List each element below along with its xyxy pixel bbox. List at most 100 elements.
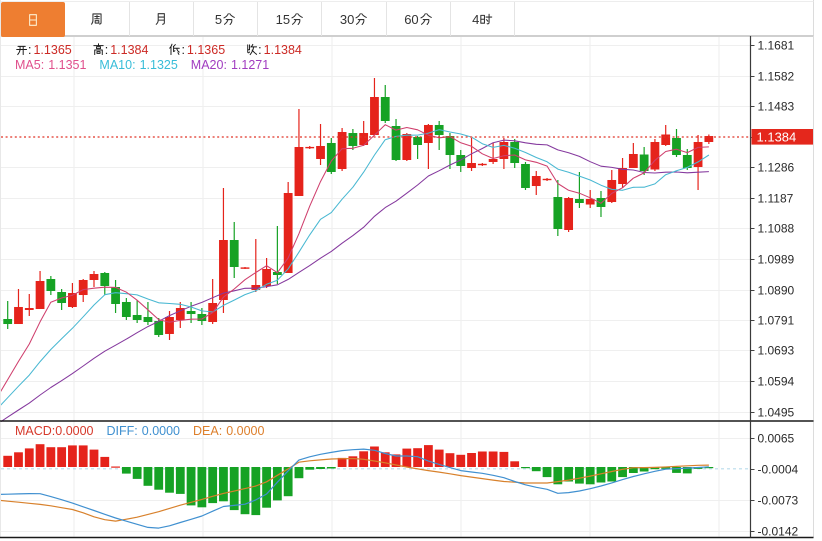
macd-bar <box>391 454 401 467</box>
candle-body <box>305 146 315 149</box>
candle-body <box>78 279 88 296</box>
tab-4时[interactable]: 4 <box>451 2 516 36</box>
macd-bar <box>240 467 250 515</box>
cjk-glyph <box>223 13 236 25</box>
candle-body <box>672 137 681 156</box>
candle-body <box>402 134 412 161</box>
candle-body <box>445 136 455 156</box>
ohlc-value: 1.1384 <box>110 42 149 57</box>
macd-legend-item: DEA: 0.0000 <box>193 424 264 438</box>
macd-bar <box>423 445 433 467</box>
candle-body <box>262 269 271 286</box>
text-char: 3 <box>339 11 348 27</box>
macd-bar <box>175 467 185 494</box>
y-axis-label: 1.0989 <box>758 253 795 267</box>
tab-5分[interactable]: 5 <box>194 2 259 36</box>
macd-bar <box>143 467 153 486</box>
candle-body <box>240 267 250 269</box>
macd-y-axis-label: -0.0004 <box>758 463 799 477</box>
macd-bar <box>57 447 67 467</box>
candle-body <box>639 154 649 172</box>
macd-bar <box>575 467 584 484</box>
cjk-glyph <box>291 13 303 25</box>
macd-bar <box>477 451 487 467</box>
macd-bar <box>132 467 142 479</box>
candle-body <box>542 178 552 181</box>
tab-月[interactable] <box>130 2 194 36</box>
ohlc-colon: : <box>181 42 185 57</box>
macd-y-axis-label: -0.0073 <box>758 494 799 508</box>
candle-body <box>251 285 261 291</box>
macd-bar <box>542 467 552 478</box>
macd-bar <box>628 467 638 473</box>
candle-body <box>24 308 34 310</box>
macd-bar <box>24 448 34 467</box>
candle-body <box>197 314 207 322</box>
macd-bar <box>89 449 99 467</box>
candle-body <box>510 142 520 164</box>
ohlc-item: :1.1384 <box>245 43 302 57</box>
ohlc-item: :1.1365 <box>15 43 72 57</box>
cjk-glyph <box>155 13 166 25</box>
macd-legend-item: MACD: 0.0000 <box>15 424 94 438</box>
macd-bar <box>35 444 45 467</box>
candle-body <box>316 145 325 159</box>
candle-body <box>359 133 369 145</box>
macd-bar <box>521 467 530 469</box>
y-axis-label: 1.0495 <box>758 406 795 420</box>
y-axis-label: 1.0594 <box>758 375 795 389</box>
candle-body <box>693 142 703 167</box>
ohlc-colon: : <box>104 42 109 57</box>
candle-body <box>380 97 390 122</box>
cjk-glyph <box>355 13 368 25</box>
macd-bar <box>413 448 423 467</box>
ma-label: MA5: <box>15 57 45 72</box>
candle-body <box>553 197 563 230</box>
macd-bar <box>596 467 606 483</box>
candle-body <box>121 301 131 317</box>
candle-body <box>488 158 498 162</box>
macd-bar <box>316 467 325 470</box>
macd-bar <box>531 467 541 472</box>
ohlc-colon: : <box>28 42 32 57</box>
ohlc-value: 1.1365 <box>186 42 226 57</box>
y-axis-label: 1.0791 <box>758 314 795 328</box>
text-char: 6 <box>404 11 412 27</box>
ma-item: MA10: 1.1325 <box>99 58 177 72</box>
macd-bar <box>262 467 271 508</box>
y-axis-label: 1.1187 <box>758 192 794 206</box>
macd-bar <box>165 467 174 493</box>
tab-日[interactable] <box>1 2 66 37</box>
candle-body <box>326 142 336 172</box>
candle-body <box>499 142 509 159</box>
candle-body <box>154 321 164 336</box>
cjk-glyph <box>169 43 181 56</box>
macd-bar <box>154 467 164 490</box>
macd-bar <box>618 467 627 478</box>
macd-bar <box>467 453 476 467</box>
candle-body <box>370 97 379 135</box>
macd-legend-label: DEA: <box>193 423 223 438</box>
y-axis-label: 1.1286 <box>758 161 795 175</box>
macd-bar <box>111 466 120 468</box>
cjk-glyph <box>480 13 493 25</box>
cjk-glyph <box>247 43 258 56</box>
candle-body <box>89 274 99 280</box>
ohlc-item: :1.1384 <box>92 42 149 57</box>
diff-line <box>0 448 709 529</box>
macd-bar <box>326 467 336 469</box>
cjk-glyph <box>16 45 28 56</box>
macd-bar <box>3 455 13 467</box>
macd-bar <box>639 467 649 472</box>
tab-周[interactable] <box>65 2 130 36</box>
ma-value: 1.1351 <box>48 57 87 72</box>
candle-body <box>521 163 530 188</box>
macd-bar <box>229 467 239 511</box>
macd-bar <box>650 467 660 470</box>
macd-bar <box>121 467 131 474</box>
candle-body <box>165 316 174 334</box>
